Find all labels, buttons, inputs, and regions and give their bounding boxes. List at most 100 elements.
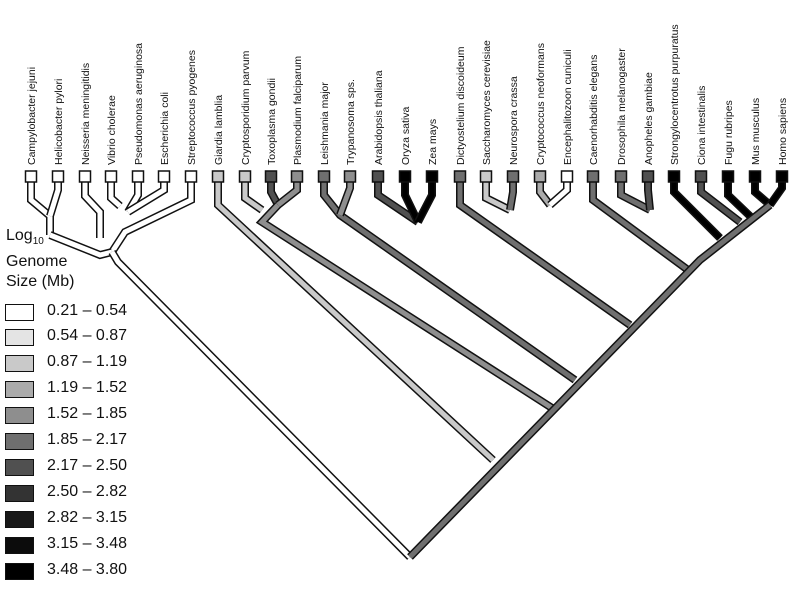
tree-branch xyxy=(590,182,690,273)
tree-branch xyxy=(47,182,61,217)
taxon-label: Cryptococcus neoformans xyxy=(535,43,547,165)
tree-branch xyxy=(645,182,653,211)
tree-branch xyxy=(752,182,772,207)
taxon-label: Plasmodium falciparum xyxy=(292,56,304,165)
taxon-box xyxy=(721,170,735,183)
taxon-box xyxy=(371,170,385,183)
tree-branch xyxy=(49,232,113,258)
taxon-box xyxy=(506,170,520,183)
legend-swatch xyxy=(5,537,34,554)
tree-branch xyxy=(725,182,754,220)
tree-branch-outline xyxy=(320,182,578,384)
legend-swatch xyxy=(5,355,34,372)
tree-branch xyxy=(537,182,552,207)
tree-branch xyxy=(276,182,300,207)
legend-swatch xyxy=(5,433,34,450)
tree-branch xyxy=(126,182,167,215)
legend-range: 3.15 – 3.48 xyxy=(47,535,128,552)
legend-swatch xyxy=(5,304,34,321)
taxon-label: Campylobacter jejuni xyxy=(26,67,38,165)
taxon-label: Mus musculus xyxy=(750,98,762,165)
taxon-box xyxy=(157,170,171,183)
taxon-box xyxy=(479,170,493,183)
taxon-box xyxy=(184,170,198,183)
taxon-box xyxy=(425,170,439,183)
taxon-label: Saccharomyces cerevisiae xyxy=(481,40,493,165)
legend-swatch xyxy=(5,563,34,580)
taxon-label: Dictyostelium discoideum xyxy=(455,46,467,165)
taxon-label: Caenorhabditis elegans xyxy=(588,55,600,165)
tree-branch xyxy=(375,182,420,225)
tree-branch xyxy=(268,182,281,207)
tree-branch xyxy=(242,182,264,213)
taxon-box xyxy=(398,170,412,183)
tree-branch xyxy=(215,182,495,462)
taxon-label: Oryza sativa xyxy=(400,106,412,165)
tree-branch xyxy=(408,203,772,559)
legend-range: 2.50 – 2.82 xyxy=(47,483,128,500)
taxon-box xyxy=(641,170,655,183)
legend-range: 3.48 – 3.80 xyxy=(47,561,128,578)
legend-range: 0.21 – 0.54 xyxy=(47,302,128,319)
tree-branch xyxy=(483,182,512,213)
legend-title: Log10 Genome Size (Mb) xyxy=(6,226,74,292)
tree-branch xyxy=(337,182,353,216)
taxon-label: Helicobacter pylori xyxy=(53,79,65,165)
taxon-box xyxy=(24,170,38,183)
legend-range: 2.17 – 2.50 xyxy=(47,457,128,474)
legend-swatch xyxy=(5,329,34,346)
tree-branch xyxy=(402,182,421,224)
tree-branch xyxy=(28,182,53,235)
taxon-label: Drosophila melanogaster xyxy=(616,48,628,165)
taxon-box xyxy=(238,170,252,183)
tree-branch xyxy=(507,182,516,211)
taxon-box xyxy=(264,170,278,183)
taxon-label: Pseudomonas aeruginosa xyxy=(133,43,145,165)
tree-branch xyxy=(82,182,103,238)
taxon-box xyxy=(614,170,628,183)
tree-branch xyxy=(457,182,632,328)
legend-range: 2.82 – 3.15 xyxy=(47,509,128,526)
taxon-label: Trypanosoma sps. xyxy=(345,79,357,165)
taxon-box xyxy=(533,170,547,183)
tree-branch xyxy=(548,182,570,207)
legend-title-subscript: 10 xyxy=(32,236,44,248)
taxon-label: Zea mays xyxy=(427,119,439,165)
tree-branch xyxy=(109,250,412,559)
tree-branch xyxy=(321,182,577,383)
legend-swatch xyxy=(5,459,34,476)
taxon-box xyxy=(131,170,145,183)
tree-branch xyxy=(698,182,742,224)
legend-swatch xyxy=(5,511,34,528)
taxon-label: Neisseria meningitidis xyxy=(80,63,92,165)
legend-range: 1.85 – 2.17 xyxy=(47,431,128,448)
legend-range: 0.54 – 0.87 xyxy=(47,327,128,344)
taxon-box xyxy=(343,170,357,183)
taxon-box xyxy=(586,170,600,183)
taxon-label: Ciona intestinalis xyxy=(696,86,708,165)
taxon-box xyxy=(317,170,331,183)
legend-swatch xyxy=(5,407,34,424)
taxon-label: Encephalitozoon cuniculi xyxy=(562,49,574,165)
tree-branch xyxy=(671,182,722,240)
taxon-label: Streptococcus pyogenes xyxy=(186,50,198,165)
tree-branch xyxy=(618,182,652,213)
taxon-box xyxy=(78,170,92,183)
taxon-box xyxy=(748,170,762,183)
tree-branch xyxy=(415,182,435,224)
taxon-box xyxy=(775,170,789,183)
taxon-label: Vibrio cholerae xyxy=(106,95,118,165)
taxon-box xyxy=(667,170,681,183)
taxon-label: Anopheles gambiae xyxy=(643,72,655,165)
legend-title-size: Size (Mb) xyxy=(6,273,75,291)
legend-range: 1.19 – 1.52 xyxy=(47,379,128,396)
legend-range: 0.87 – 1.19 xyxy=(47,353,128,370)
legend-title-genome: Genome xyxy=(6,253,68,271)
taxon-label: Neurospora crassa xyxy=(508,76,520,165)
taxon-label: Strongylocentrotus purpuratus xyxy=(669,24,681,165)
taxon-box xyxy=(211,170,225,183)
taxon-box xyxy=(560,170,574,183)
taxon-label: Cryptosporidium parvum xyxy=(240,50,252,165)
